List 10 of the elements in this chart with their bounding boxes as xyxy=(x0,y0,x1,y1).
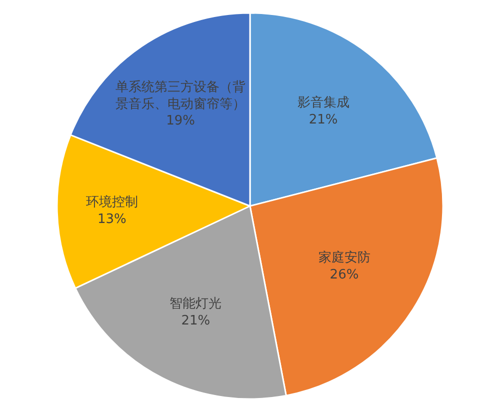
data-label: 26% xyxy=(330,267,359,282)
slice-label: 单系统第三方设备（背景音乐、电动窗帘等） xyxy=(116,78,246,112)
data-label: 21% xyxy=(308,112,338,128)
data-label: 13% xyxy=(97,212,126,227)
slice-label: 影音集成 xyxy=(297,96,350,110)
slice-label: 家庭安防 xyxy=(318,249,370,266)
data-label: 21% xyxy=(181,314,210,329)
data-label: 19% xyxy=(166,114,195,129)
slice-label: 环境控制 xyxy=(86,194,138,210)
slice-label: 智能灯光 xyxy=(170,296,222,312)
